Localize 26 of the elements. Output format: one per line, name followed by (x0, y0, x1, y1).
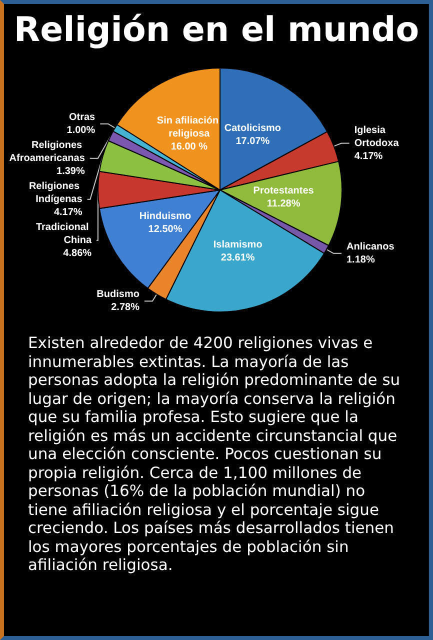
slice-label: Hinduismo (139, 211, 192, 222)
slice-label: Catolicismo (224, 122, 282, 134)
text: Existen alrededor de 4200 religiones vivas e innumerables extintas. La mayoría de las personas adopta la religión predominante de su lugar de origen; la mayoría conserva la religión que su familia profesa. Esto sugiere que la religión es más un accidente circunstancial que una elección consciente. Pocos cuestionan su propia religión. Cerca de 1,100 millones de personas (16% de la población mundial) no tiene afiliación religiosa y el porcentaje sigue creciendo. Los países más desarrollados tienen los mayores porcentajes de población sin afiliación religiosa. (28, 334, 400, 574)
data-label: 17.07% (236, 136, 270, 147)
data-label: 16.00 % (170, 141, 208, 152)
slice-label: Anlicanos (346, 241, 395, 252)
slice-label: Religiones Indígenas (28, 180, 83, 205)
data-label: 23.61% (220, 252, 255, 264)
slice-label: Tradicional China (36, 222, 92, 246)
data-label: 12.50% (148, 224, 182, 236)
data-label: 4.86% (63, 248, 92, 259)
data-label: 1.00% (66, 124, 96, 136)
slice-label: Religiones Afroamericanas (9, 140, 86, 164)
data-label: 4.17% (354, 150, 383, 162)
slice-label: Protestantes (253, 186, 314, 197)
data-label: 11.28% (266, 198, 300, 210)
slice-label: Otras (68, 112, 96, 123)
data-label: 2.78% (111, 302, 140, 314)
chart-title: Religión en el mundo (12, 10, 420, 50)
slice-label: Iglesia Ortodoxa (354, 124, 400, 149)
data-label: 4.17% (54, 206, 82, 218)
slice-label: Islamismo (213, 239, 262, 250)
slice-label: Budismo (96, 289, 140, 300)
data-label: 1.39% (56, 166, 85, 177)
slice-label: Sin afiliación religiosa (156, 115, 222, 140)
data-label: 1.18% (346, 254, 375, 266)
